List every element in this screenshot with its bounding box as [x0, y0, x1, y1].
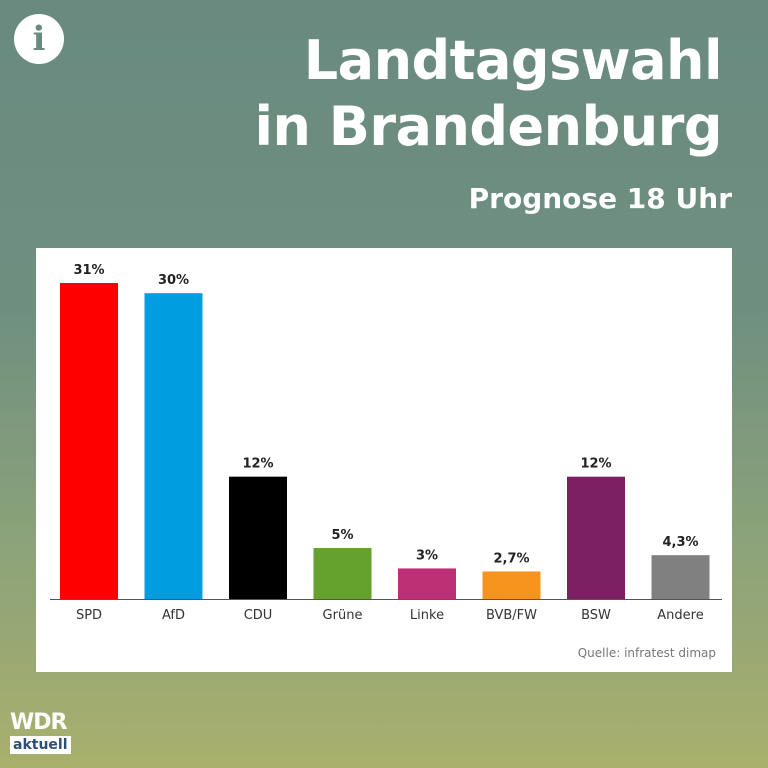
value-label: 12%: [580, 457, 611, 472]
wdr-aktuell-logo: WDR aktuell: [10, 712, 76, 754]
bar-bvb-fw: [482, 571, 541, 599]
bar-bsw: [567, 476, 625, 599]
category-label: BVB/FW: [486, 608, 537, 623]
category-label: Linke: [410, 608, 444, 623]
bar-chart: 31% SPD 30% AfD 12% CDU 5% Grüne 3% Linke 2,7% BVB/…: [50, 263, 722, 623]
category-label: CDU: [244, 608, 273, 623]
title-line-2: in Brandenburg: [254, 95, 722, 158]
category-label: BSW: [581, 608, 611, 623]
logo-aktuell: aktuell: [10, 736, 71, 754]
category-label: SPD: [76, 608, 102, 623]
value-label: 2,7%: [493, 551, 529, 566]
value-label: 5%: [331, 528, 353, 543]
value-label: 3%: [416, 548, 438, 563]
logo-wdr: WDR: [10, 710, 67, 735]
bar-andere: [651, 555, 710, 599]
bar-spd: [60, 283, 118, 599]
bar-gr-ne: [313, 548, 372, 599]
chart-panel: 31% SPD 30% AfD 12% CDU 5% Grüne 3% Linke 2,7% BVB/…: [36, 248, 732, 672]
value-label: 30%: [158, 273, 189, 288]
bar-cdu: [229, 476, 287, 599]
source-note: Quelle: infratest dimap: [577, 646, 716, 660]
bar-linke: [398, 568, 456, 599]
value-label: 4,3%: [662, 535, 698, 550]
category-label: Andere: [657, 608, 703, 623]
value-label: 31%: [73, 263, 104, 278]
page-title: Landtagswahl in Brandenburg: [254, 28, 722, 160]
bar-afd: [144, 293, 203, 599]
value-label: 12%: [242, 457, 273, 472]
page-subtitle: Prognose 18 Uhr: [468, 182, 732, 215]
info-icon[interactable]: i: [14, 14, 64, 64]
category-label: AfD: [162, 608, 185, 623]
info-glyph: i: [32, 19, 46, 59]
title-line-1: Landtagswahl: [303, 29, 723, 92]
category-label: Grüne: [323, 608, 363, 623]
